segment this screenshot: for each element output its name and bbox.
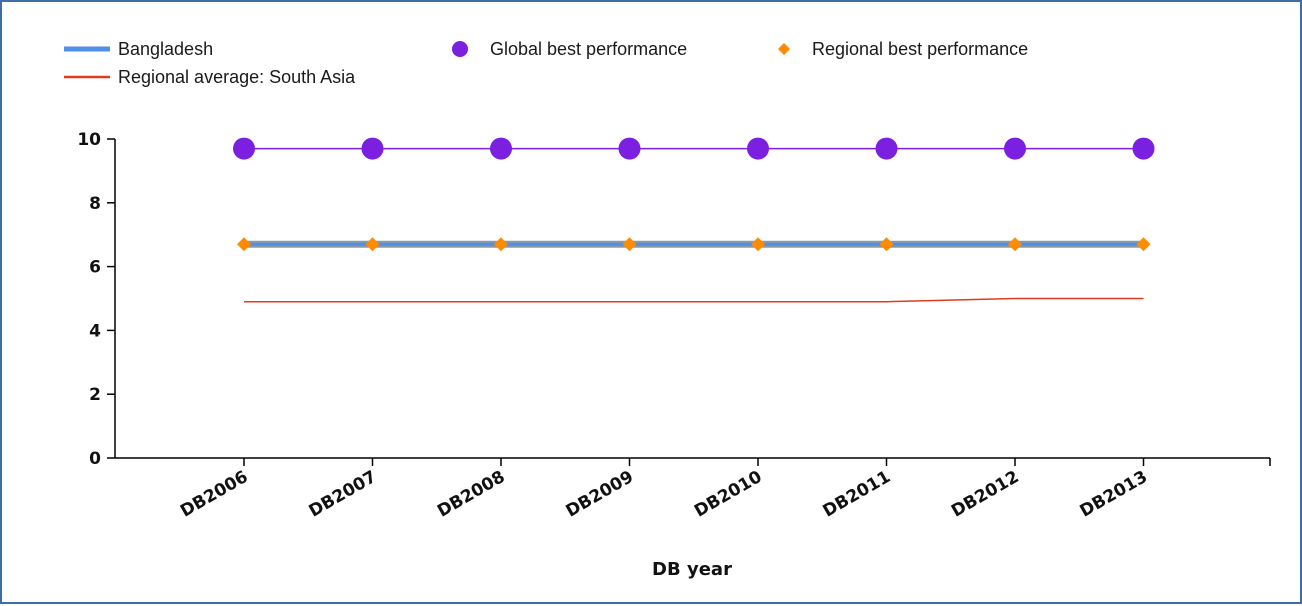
data-point bbox=[494, 237, 508, 252]
data-point bbox=[622, 237, 637, 252]
legend-item-global-best-performance: Global best performance bbox=[452, 39, 687, 59]
data-point bbox=[233, 137, 255, 160]
series-regional-best-performance bbox=[237, 237, 1151, 252]
legend-item-regional-average-south-asia: Regional average: South Asia bbox=[64, 67, 356, 87]
data-point bbox=[875, 137, 898, 160]
data-point bbox=[490, 137, 512, 160]
legend-swatch bbox=[778, 43, 790, 55]
series-global-best-performance bbox=[233, 137, 1155, 160]
x-tick-label: DB2012 bbox=[948, 467, 1022, 522]
y-tick-label: 8 bbox=[89, 194, 101, 214]
data-point bbox=[1132, 137, 1155, 160]
data-point bbox=[747, 137, 769, 160]
data-point bbox=[1008, 237, 1022, 252]
x-axis-title: DB year bbox=[652, 559, 732, 580]
legend-item-bangladesh: Bangladesh bbox=[64, 39, 213, 59]
legend-item-regional-best-performance: Regional best performance bbox=[778, 39, 1028, 59]
series-regional-average-south-asia bbox=[244, 297, 1144, 303]
series-layer bbox=[233, 137, 1155, 303]
y-tick-label: 4 bbox=[89, 321, 101, 341]
x-tick-label: DB2008 bbox=[434, 467, 508, 522]
data-point bbox=[361, 137, 384, 160]
y-tick-label: 2 bbox=[89, 385, 101, 405]
legend-label: Global best performance bbox=[490, 39, 687, 59]
x-tick-label: DB2013 bbox=[1077, 467, 1151, 522]
axes bbox=[107, 138, 1271, 466]
legend-label: Regional average: South Asia bbox=[118, 67, 356, 87]
data-point bbox=[237, 237, 251, 252]
data-point bbox=[1136, 237, 1151, 252]
legend-label: Bangladesh bbox=[118, 39, 213, 59]
x-tick-label: DB2009 bbox=[563, 467, 637, 522]
legend: Bangladesh Global best performance Regiona… bbox=[64, 39, 1028, 87]
data-point bbox=[751, 237, 765, 252]
y-tick-label: 6 bbox=[89, 258, 101, 278]
data-point bbox=[618, 137, 641, 160]
legend-swatch bbox=[452, 41, 468, 57]
x-tick-label: DB2007 bbox=[306, 467, 380, 522]
data-point bbox=[1004, 137, 1026, 160]
x-tick-label: DB2011 bbox=[820, 467, 894, 522]
series-line bbox=[244, 297, 1144, 303]
legend-label: Regional best performance bbox=[812, 39, 1028, 59]
y-tick-label: 0 bbox=[89, 449, 101, 469]
data-point bbox=[879, 237, 894, 252]
labels-layer: 0 2 4 6 8 10 DB2006 DB2007 DB2008 DB2009 DB2010 DB2… bbox=[77, 130, 1151, 580]
data-point bbox=[365, 237, 380, 252]
y-tick-label: 10 bbox=[77, 130, 101, 150]
x-tick-label: DB2010 bbox=[691, 467, 766, 522]
x-tick-label: DB2006 bbox=[177, 467, 251, 522]
